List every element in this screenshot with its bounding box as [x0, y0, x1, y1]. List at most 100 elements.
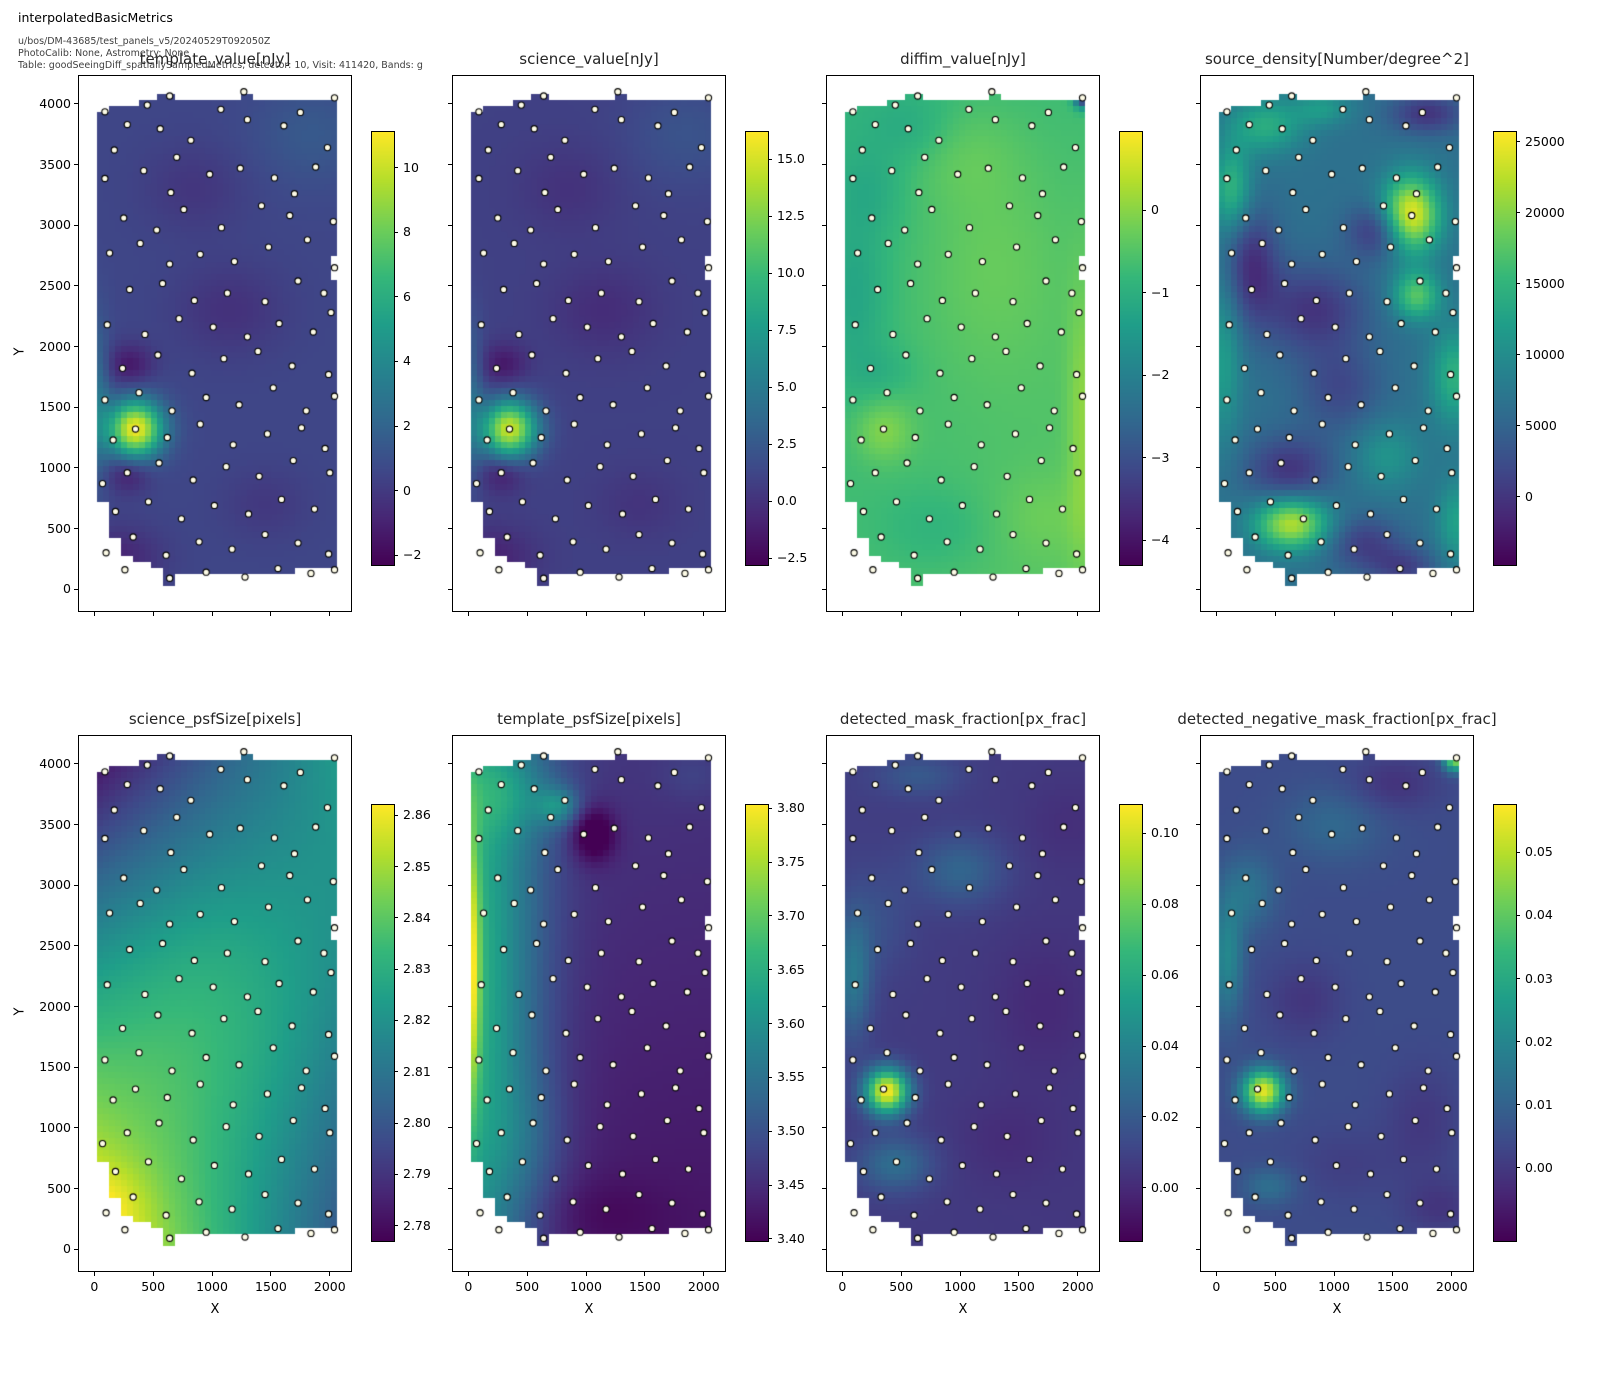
- colorbar-tick-mark: [1142, 974, 1146, 976]
- colorbar-tick-mark: [1142, 903, 1146, 905]
- colorbar-tick-label: 10000: [1525, 346, 1565, 362]
- colorbar-tick-mark: [394, 360, 398, 362]
- colorbar-tick-mark: [394, 554, 398, 556]
- x-tick-label: 2000: [313, 1279, 346, 1294]
- colorbar-tick-mark: [1516, 283, 1520, 285]
- colorbar-tick-mark: [394, 917, 398, 919]
- colorbar-tick-label: 2.84: [403, 909, 431, 925]
- colorbar-tick-mark: [1142, 374, 1146, 376]
- y-tick-mark: [448, 884, 452, 886]
- y-tick-mark: [74, 164, 78, 166]
- x-tick-label: 1500: [1377, 1279, 1409, 1294]
- colorbar-tick-label: 3.75: [777, 854, 805, 870]
- y-tick-mark: [448, 467, 452, 469]
- x-tick-mark: [329, 1272, 331, 1276]
- heatmap-canvas: [453, 736, 725, 1271]
- colorbar-gradient: [372, 805, 394, 1241]
- x-tick-label: 2000: [1061, 1279, 1094, 1294]
- y-tick-mark: [74, 1188, 78, 1189]
- x-tick-mark: [270, 612, 272, 616]
- x-tick-mark: [1215, 1272, 1217, 1276]
- heatmap-canvas: [1201, 736, 1473, 1271]
- colorbar-tick-label: 2.5: [777, 436, 797, 452]
- x-tick-label: 0: [464, 1279, 473, 1294]
- colorbar-tick-mark: [1516, 914, 1520, 916]
- y-tick-mark: [448, 1127, 452, 1129]
- panel-title: science_psfSize[pixels]: [128, 710, 302, 728]
- y-tick-label: 500: [47, 1180, 71, 1196]
- y-tick-mark: [74, 1127, 78, 1129]
- y-tick-mark: [448, 224, 452, 226]
- colorbar-tick-label: 5000: [1525, 417, 1557, 433]
- y-tick-mark: [74, 824, 78, 826]
- colorbar-tick-label: 3.70: [777, 907, 805, 923]
- colorbar-tick-label: 4: [403, 353, 411, 369]
- colorbar-tick-mark: [768, 861, 772, 863]
- colorbar-gradient: [746, 132, 768, 565]
- y-tick-mark: [448, 406, 452, 408]
- colorbar-tick-label: 10: [403, 159, 419, 175]
- colorbar-tick-mark: [1516, 141, 1520, 143]
- colorbar-tick-label: 2.86: [403, 807, 431, 823]
- colorbar-tick-mark: [768, 329, 772, 331]
- panel-title: source_density[Number/degree^2]: [1204, 50, 1469, 68]
- y-tick-mark: [1196, 346, 1200, 348]
- colorbar-tick-label: 15000: [1525, 275, 1565, 291]
- colorbar-tick-label: 0.05: [1525, 844, 1553, 860]
- x-tick-mark: [1077, 1272, 1079, 1276]
- colorbar-tick-label: 0.04: [1151, 1038, 1179, 1054]
- y-tick-mark: [448, 103, 452, 105]
- y-tick-mark: [1196, 824, 1200, 826]
- panel-title: template_value[nJy]: [139, 50, 291, 68]
- colorbar-tick-label: −1: [1151, 284, 1170, 300]
- y-tick-mark: [1196, 1188, 1200, 1189]
- x-tick-label: 2000: [687, 1279, 720, 1294]
- colorbar: 0.10 0.08 0.06 0.04 0.02 0.00: [1119, 804, 1179, 1242]
- colorbar-tick-mark: [1142, 1116, 1146, 1118]
- y-tick-label: 2500: [39, 937, 71, 953]
- y-tick-mark: [822, 1066, 826, 1068]
- colorbar-tick-label: 0.00: [1525, 1159, 1553, 1175]
- x-tick-mark: [1077, 612, 1079, 616]
- panel-title: science_value[nJy]: [519, 50, 659, 68]
- colorbar-tick-label: 0.10: [1151, 825, 1179, 841]
- figure-suptitle: interpolatedBasicMetrics: [18, 10, 173, 25]
- y-tick-mark: [1196, 1248, 1200, 1250]
- colorbar-tick-mark: [394, 1071, 398, 1073]
- colorbar-tick-label: 0.0: [777, 493, 797, 509]
- x-tick-label: 1000: [1318, 1279, 1350, 1294]
- colorbar-tick-label: 2.82: [403, 1012, 431, 1028]
- x-axis-label: X: [584, 1302, 594, 1317]
- colorbar-tick-mark: [768, 1023, 772, 1025]
- panel-title: template_psfSize[pixels]: [497, 710, 681, 728]
- x-tick-mark: [1333, 612, 1335, 616]
- y-tick-mark: [822, 467, 826, 469]
- colorbar-tick-label: 2.85: [403, 858, 431, 874]
- y-tick-mark: [448, 945, 452, 947]
- heatmap-canvas: [1201, 76, 1473, 611]
- y-tick-mark: [448, 1188, 452, 1189]
- x-tick-label: 1500: [1003, 1279, 1035, 1294]
- x-tick-mark: [1274, 1272, 1276, 1276]
- colorbar-tick-mark: [1142, 832, 1146, 834]
- y-tick-mark: [74, 945, 78, 947]
- colorbar-tick-label: 3.50: [777, 1123, 805, 1139]
- colorbar-tick-mark: [1516, 978, 1520, 980]
- x-tick-mark: [1018, 612, 1020, 616]
- colorbar-tick-label: 0.04: [1525, 907, 1553, 923]
- colorbar-tick-mark: [1516, 425, 1520, 427]
- heatmap-canvas: [453, 76, 725, 611]
- x-axis-label: X: [1332, 1302, 1342, 1317]
- x-tick-mark: [211, 612, 213, 616]
- panel-detected-negative-mask-fraction: detected_negative_mask_fraction[px_frac]…: [1177, 710, 1552, 1317]
- y-tick-mark: [74, 884, 78, 886]
- header-table-info: Table: goodSeeingDiff_spatiallySampledMe…: [18, 60, 423, 71]
- colorbar-tick-mark: [394, 490, 398, 492]
- x-tick-mark: [644, 1272, 646, 1276]
- colorbar-tick-label: 3.80: [777, 800, 805, 816]
- y-tick-mark: [1196, 1066, 1200, 1068]
- colorbar-tick-label: 0.02: [1151, 1108, 1179, 1124]
- x-tick-label: 2000: [1435, 1279, 1468, 1294]
- colorbar-tick-mark: [1516, 1041, 1520, 1043]
- colorbar-tick-label: 2.81: [403, 1063, 431, 1079]
